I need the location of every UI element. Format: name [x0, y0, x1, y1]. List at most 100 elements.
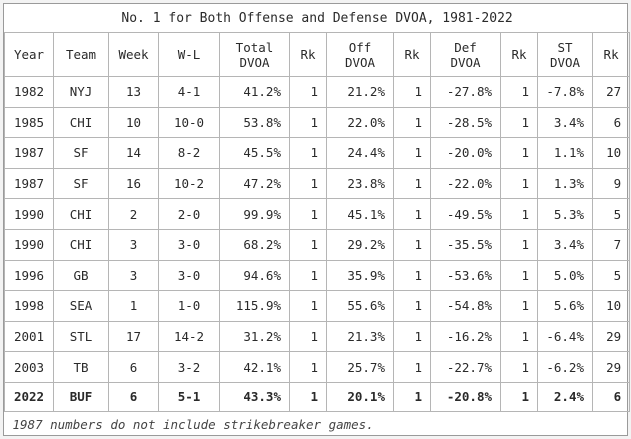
cell-team: SF: [53, 137, 109, 169]
col-header-st-dvoa: ST DVOA: [537, 32, 593, 77]
cell-total-dvoa: 31.2%: [219, 320, 290, 353]
cell-st-rk: 27: [591, 76, 631, 108]
cell-st-dvoa: -6.2%: [537, 351, 593, 383]
dvoa-table: No. 1 for Both Offense and Defense DVOA,…: [4, 4, 631, 438]
cell-week: 17: [108, 320, 159, 353]
cell-total-dvoa: 53.8%: [219, 106, 290, 139]
cell-team: TB: [53, 351, 109, 383]
col-header-wl: W-L: [158, 32, 220, 77]
cell-wl: 2-0: [158, 198, 220, 230]
col-header-off-rk: Rk: [393, 32, 431, 77]
cell-off-rk: 1: [393, 351, 431, 383]
cell-st-rk: 7: [591, 228, 631, 261]
cell-wl: 1-0: [158, 290, 220, 322]
col-header-def-dvoa: Def DVOA: [430, 32, 501, 77]
cell-week: 3: [108, 259, 159, 292]
cell-def-dvoa: -20.0%: [430, 137, 501, 169]
cell-total-dvoa: 99.9%: [219, 198, 290, 230]
cell-total-dvoa: 42.1%: [219, 351, 290, 383]
cell-def-rk: 1: [500, 381, 538, 412]
cell-off-dvoa: 23.8%: [326, 167, 394, 200]
table-row: 1982 NYJ 13 4-1 41.2% 1 21.2% 1 -27.8% 1 -7.8% 27: [4, 76, 631, 108]
cell-st-rk: 29: [591, 351, 631, 383]
cell-week: 14: [108, 137, 159, 169]
col-header-st-rk: Rk: [591, 32, 631, 77]
cell-def-dvoa: -49.5%: [430, 198, 501, 230]
cell-year: 1990: [4, 198, 54, 230]
cell-st-dvoa: 1.1%: [537, 137, 593, 169]
cell-def-dvoa: -22.7%: [430, 351, 501, 383]
col-header-off-dvoa: Off DVOA: [326, 32, 394, 77]
cell-team: SEA: [53, 290, 109, 322]
cell-def-rk: 1: [500, 228, 538, 261]
cell-def-rk: 1: [500, 76, 538, 108]
cell-def-dvoa: -20.8%: [430, 381, 501, 412]
col-header-team: Team: [53, 32, 109, 77]
cell-st-dvoa: 3.4%: [537, 228, 593, 261]
cell-wl: 3-2: [158, 351, 220, 383]
cell-off-dvoa: 21.3%: [326, 320, 394, 353]
footnote: 1987 numbers do not include strikebreake…: [4, 410, 630, 438]
cell-st-rk: 5: [591, 259, 631, 292]
header-row: Year Team Week W-L Total DVOA Rk Off DVOA …: [4, 32, 631, 77]
cell-st-rk: 6: [591, 106, 631, 139]
dvoa-table-panel: No. 1 for Both Offense and Defense DVOA,…: [3, 3, 631, 438]
cell-week: 2: [108, 198, 159, 230]
table-row: 1987 SF 14 8-2 45.5% 1 24.4% 1 -20.0% 1 1.1% 10: [4, 137, 631, 169]
cell-total-rk: 1: [289, 290, 327, 322]
table-row: 1987 SF 16 10-2 47.2% 1 23.8% 1 -22.0% 1 1.3% 9: [4, 167, 631, 200]
table-row: 1996 GB 3 3-0 94.6% 1 35.9% 1 -53.6% 1 5.0% 5: [4, 259, 631, 292]
cell-year: 2001: [4, 320, 54, 353]
cell-def-dvoa: -27.8%: [430, 76, 501, 108]
cell-total-rk: 1: [289, 137, 327, 169]
table-row: 1998 SEA 1 1-0 115.9% 1 55.6% 1 -54.8% 1 5.6% 10: [4, 290, 631, 322]
table-row: 2022 BUF 6 5-1 43.3% 1 20.1% 1 -20.8% 1 2.4% 6: [4, 381, 631, 412]
cell-total-dvoa: 45.5%: [219, 137, 290, 169]
cell-total-dvoa: 43.3%: [219, 381, 290, 412]
cell-off-dvoa: 24.4%: [326, 137, 394, 169]
cell-total-dvoa: 41.2%: [219, 76, 290, 108]
cell-week: 6: [108, 351, 159, 383]
table-row: 1990 CHI 3 3-0 68.2% 1 29.2% 1 -35.5% 1 3.4% 7: [4, 228, 631, 261]
cell-week: 13: [108, 76, 159, 108]
cell-def-rk: 1: [500, 198, 538, 230]
cell-st-dvoa: -7.8%: [537, 76, 593, 108]
cell-total-rk: 1: [289, 381, 327, 412]
cell-st-rk: 5: [591, 198, 631, 230]
col-header-week: Week: [108, 32, 159, 77]
cell-wl: 4-1: [158, 76, 220, 108]
cell-total-rk: 1: [289, 198, 327, 230]
cell-off-rk: 1: [393, 290, 431, 322]
cell-wl: 5-1: [158, 381, 220, 412]
cell-off-dvoa: 29.2%: [326, 228, 394, 261]
cell-def-rk: 1: [500, 320, 538, 353]
cell-week: 10: [108, 106, 159, 139]
cell-def-rk: 1: [500, 106, 538, 139]
col-header-total-dvoa: Total DVOA: [219, 32, 290, 77]
cell-off-dvoa: 21.2%: [326, 76, 394, 108]
cell-st-dvoa: -6.4%: [537, 320, 593, 353]
cell-total-rk: 1: [289, 76, 327, 108]
cell-def-dvoa: -16.2%: [430, 320, 501, 353]
cell-total-rk: 1: [289, 320, 327, 353]
cell-total-dvoa: 47.2%: [219, 167, 290, 200]
col-header-def-rk: Rk: [500, 32, 538, 77]
cell-year: 1982: [4, 76, 54, 108]
cell-off-dvoa: 55.6%: [326, 290, 394, 322]
cell-def-dvoa: -35.5%: [430, 228, 501, 261]
cell-year: 2003: [4, 351, 54, 383]
cell-off-dvoa: 45.1%: [326, 198, 394, 230]
cell-st-dvoa: 5.6%: [537, 290, 593, 322]
cell-team: STL: [53, 320, 109, 353]
cell-total-rk: 1: [289, 106, 327, 139]
cell-team: CHI: [53, 106, 109, 139]
cell-off-rk: 1: [393, 320, 431, 353]
cell-off-rk: 1: [393, 259, 431, 292]
cell-def-rk: 1: [500, 259, 538, 292]
cell-total-dvoa: 115.9%: [219, 290, 290, 322]
cell-st-dvoa: 1.3%: [537, 167, 593, 200]
cell-off-dvoa: 35.9%: [326, 259, 394, 292]
cell-def-dvoa: -54.8%: [430, 290, 501, 322]
cell-off-rk: 1: [393, 198, 431, 230]
cell-def-rk: 1: [500, 167, 538, 200]
